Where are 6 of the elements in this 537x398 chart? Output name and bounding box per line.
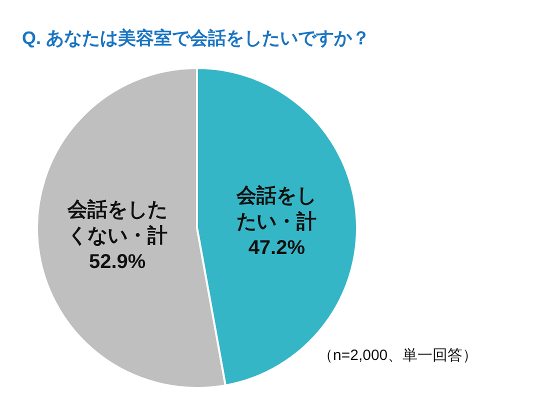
chart-title: Q. あなたは美容室で会話をしたいですか？ bbox=[22, 28, 370, 48]
data-label: 52.9% bbox=[88, 251, 146, 274]
slice-label: 会話をしたくない・計 bbox=[66, 198, 168, 248]
data-label: 47.2% bbox=[248, 236, 306, 259]
text: （n=2,000、単一回答） bbox=[318, 347, 478, 364]
slice-label: 会話をしたい・計 bbox=[236, 184, 317, 233]
